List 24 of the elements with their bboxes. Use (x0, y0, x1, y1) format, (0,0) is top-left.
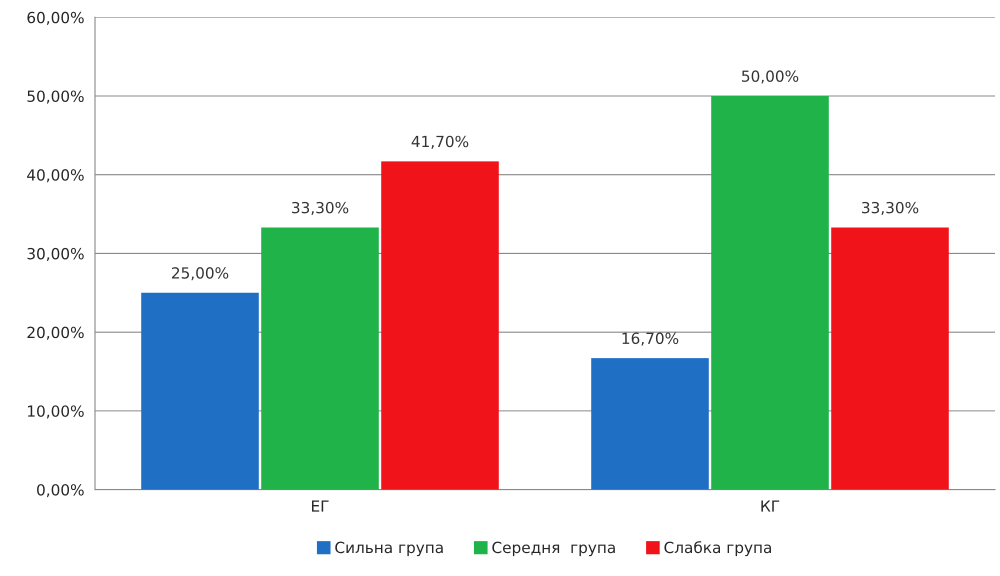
y-tick-label: 0,00% (37, 484, 84, 498)
bar (261, 227, 379, 490)
bar (831, 227, 949, 490)
bar (381, 161, 499, 490)
y-tick-label: 10,00% (28, 405, 84, 418)
legend-label: Середня група (492, 542, 615, 556)
y-tick-label: 60,00% (27, 12, 84, 25)
data-label: 33,30% (862, 202, 918, 215)
y-tick-label: 30,00% (27, 248, 84, 262)
bar (141, 292, 259, 490)
data-label: 25,00% (172, 267, 228, 280)
x-tick-label: ЕГ (312, 500, 329, 512)
data-label: 41,70% (412, 136, 468, 149)
bar (711, 96, 829, 490)
data-label: 50,00% (742, 70, 798, 84)
bar (591, 358, 709, 490)
legend-label: Слабка група (664, 541, 771, 556)
legend-label: Сильна група (335, 542, 443, 556)
y-tick-label: 50,00% (28, 90, 84, 104)
y-tick-label: 40,00% (27, 169, 84, 182)
x-tick-label: КГ (761, 500, 780, 512)
data-label: 33,30% (292, 202, 348, 215)
data-label: 16,70% (622, 332, 678, 346)
y-tick-label: 20,00% (27, 326, 84, 340)
